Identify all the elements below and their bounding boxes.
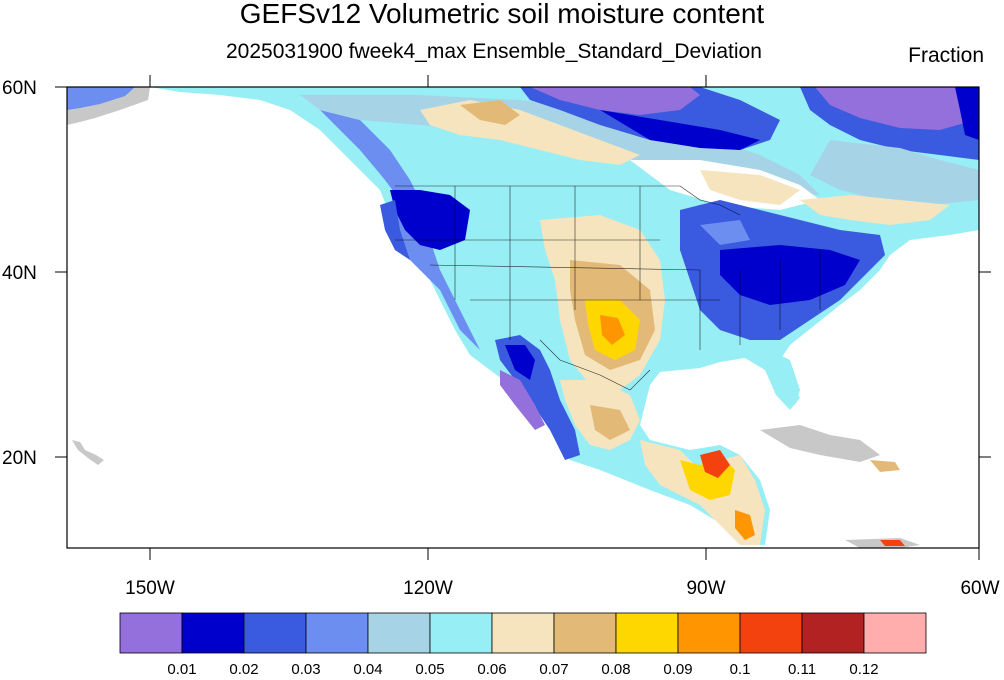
- axis-ticks: [55, 75, 991, 560]
- lat-label-40n: 40N: [2, 263, 37, 284]
- soil-moisture-field: [67, 87, 979, 548]
- colorbar-label-4: 0.05: [415, 661, 444, 678]
- lon-label-120w: 120W: [403, 578, 453, 599]
- colorbar-label-7: 0.08: [601, 661, 630, 678]
- colorbar-label-2: 0.03: [291, 661, 320, 678]
- colorbar-label-11: 0.12: [849, 661, 878, 678]
- colorbar-label-6: 0.07: [539, 661, 568, 678]
- colorbar-label-10: 0.11: [788, 661, 816, 678]
- colorbar-swatch-5: [429, 612, 493, 654]
- colorbar-swatch-6: [491, 612, 555, 654]
- colorbar-swatch-8: [615, 612, 679, 654]
- colorbar-swatch-3: [305, 612, 369, 654]
- colorbar-swatch-10: [739, 612, 803, 654]
- map-title: GEFSv12 Volumetric soil moisture content: [239, 0, 765, 29]
- colorbar-label-8: 0.09: [663, 661, 692, 678]
- colorbar: 0.01 0.02 0.03 0.04 0.05 0.06 0.07 0.08 0.09 0.1 0…: [119, 612, 927, 678]
- lon-label-90w: 90W: [686, 578, 725, 599]
- lon-label-60w: 60W: [960, 578, 999, 599]
- colorbar-swatch-2: [243, 612, 307, 654]
- lat-label-20n: 20N: [2, 448, 37, 469]
- colorbar-label-5: 0.06: [477, 661, 506, 678]
- colorbar-label-1: 0.02: [229, 661, 258, 678]
- colorbar-swatch-0: [119, 612, 183, 654]
- map-subtitle: 2025031900 fweek4_max Ensemble_Standard_…: [226, 40, 762, 63]
- colorbar-swatch-1: [181, 612, 245, 654]
- colorbar-swatch-7: [553, 612, 617, 654]
- units-label: Fraction: [908, 44, 984, 67]
- colorbar-swatch-4: [367, 612, 431, 654]
- colorbar-label-3: 0.04: [353, 661, 382, 678]
- lon-label-150w: 150W: [125, 578, 175, 599]
- colorbar-label-0: 0.01: [167, 661, 196, 678]
- colorbar-swatch-11: [801, 612, 865, 654]
- map-frame: [66, 86, 980, 549]
- lat-label-60n: 60N: [2, 78, 37, 99]
- colorbar-label-9: 0.1: [730, 661, 751, 678]
- colorbar-swatch-9: [677, 612, 741, 654]
- colorbar-swatch-12: [863, 612, 927, 654]
